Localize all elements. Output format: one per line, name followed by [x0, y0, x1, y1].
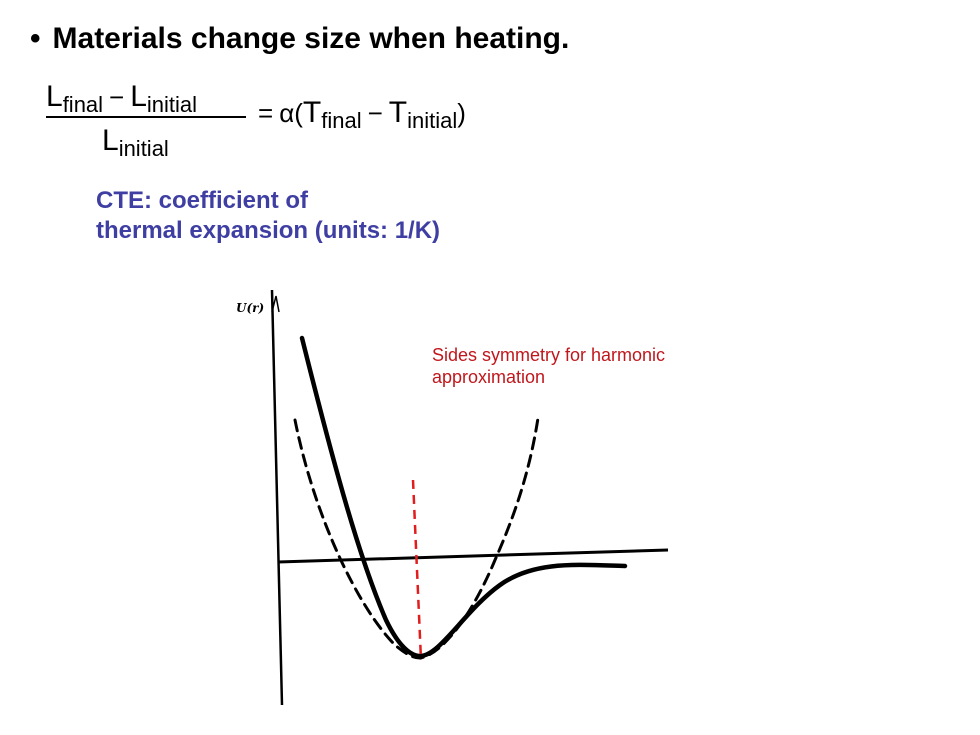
equation-numerator: Lfinal − Linitial [46, 80, 198, 117]
equation-right-side: = α(Tfinal − Tinitial) [258, 96, 466, 133]
cte-definition: CTE: coefficient of thermal expansion (u… [96, 186, 440, 246]
potential-curve [299, 335, 628, 659]
bullet-heading: • Materials change size when heating. [30, 22, 569, 56]
cte-line-2: thermal expansion (units: 1/K) [96, 217, 441, 244]
harmonic-approximation-curve [293, 416, 540, 660]
y-axis-arrow [271, 295, 280, 313]
bullet-text: Materials change size when heating. [52, 22, 570, 55]
cte-line-1: CTE: coefficient of [96, 187, 309, 214]
y-axis-label: U(r) [236, 301, 264, 315]
annotation-line-2: approximation [432, 367, 546, 387]
fraction-bar [46, 116, 246, 118]
y-axis [270, 289, 284, 706]
annotation-line-1: Sides symmetry for harmonic [432, 345, 666, 365]
bullet-marker: • [30, 22, 41, 55]
equilibrium-line [411, 479, 423, 661]
harmonic-annotation: Sides symmetry for harmonic approximatio… [432, 344, 665, 388]
x-axis [277, 548, 669, 564]
equation-denominator: Linitial [102, 124, 169, 161]
